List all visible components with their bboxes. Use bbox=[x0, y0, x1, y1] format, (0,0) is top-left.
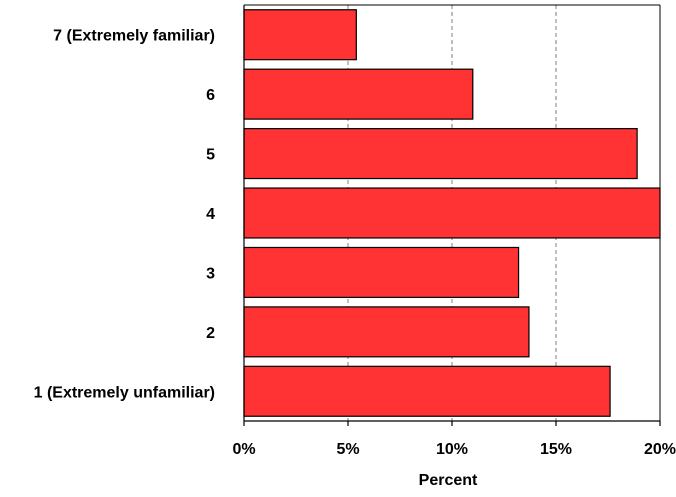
y-tick-label: 7 (Extremely familiar) bbox=[53, 28, 215, 45]
x-tick-label: 5% bbox=[336, 441, 359, 458]
x-tick-label: 20% bbox=[644, 441, 676, 458]
x-tick-label: 10% bbox=[436, 441, 468, 458]
y-tick-label: 6 bbox=[206, 87, 215, 104]
x-tick-label: 15% bbox=[540, 441, 572, 458]
y-tick-label: 1 (Extremely unfamiliar) bbox=[34, 384, 215, 401]
bar bbox=[243, 246, 520, 298]
y-tick-label: 3 bbox=[206, 265, 215, 282]
x-tick-label: 0% bbox=[232, 441, 255, 458]
x-tick-labels: 0% 5% 10% 15% 20% bbox=[232, 421, 676, 458]
y-tick-label: 2 bbox=[206, 325, 215, 342]
bar bbox=[243, 306, 530, 358]
bars bbox=[243, 9, 661, 417]
x-axis-label: Percent bbox=[419, 472, 478, 489]
y-tick-labels: 7 (Extremely familiar) 6 5 4 3 2 1 (Extremely … bbox=[34, 28, 216, 402]
bar bbox=[243, 365, 611, 417]
bar bbox=[243, 68, 474, 120]
y-tick-label: 4 bbox=[206, 206, 215, 223]
bar bbox=[243, 187, 661, 239]
y-tick-label: 5 bbox=[206, 147, 215, 164]
bar bbox=[243, 128, 638, 180]
bar bbox=[243, 9, 357, 61]
